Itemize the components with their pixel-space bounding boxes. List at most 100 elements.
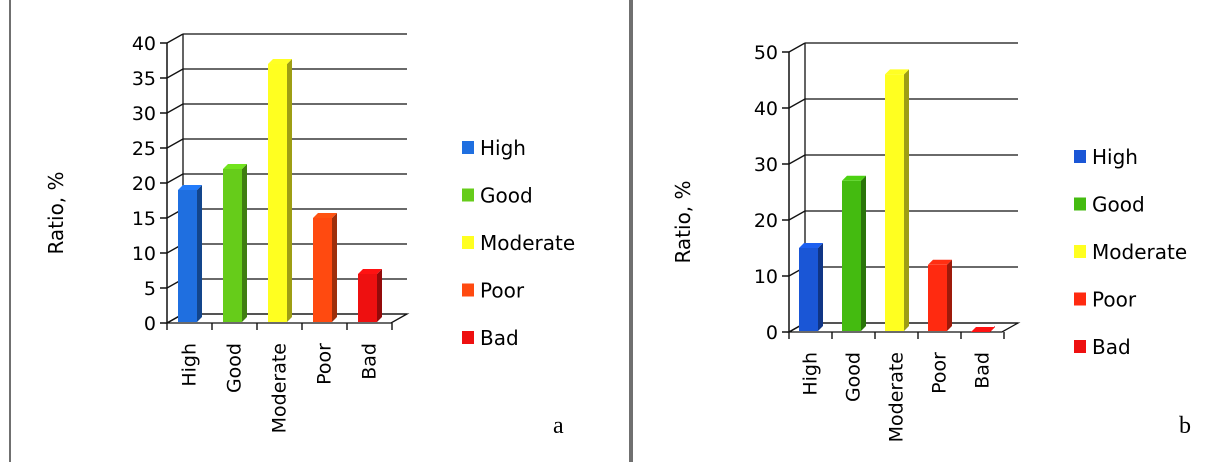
bar-top-face — [842, 175, 866, 181]
x-tick-label: High — [800, 352, 822, 396]
bar-front-face — [842, 180, 861, 331]
y-axis-label: Ratio, % — [671, 180, 695, 263]
grid-connector — [166, 33, 184, 44]
grid-connector — [788, 98, 806, 109]
panel-label-b: b — [1179, 413, 1191, 439]
legend-swatch — [462, 141, 474, 154]
legend-swatch — [1074, 197, 1086, 211]
bar-good — [223, 164, 247, 322]
panel-label-a: a — [553, 413, 564, 439]
legend-label: Poor — [1092, 288, 1137, 312]
bar-good — [842, 175, 866, 331]
legend-label: High — [1092, 145, 1138, 169]
bar-side-face — [947, 259, 952, 331]
legend-swatch — [462, 188, 474, 202]
legend-label: Poor — [480, 279, 525, 303]
grid-connector — [788, 42, 806, 53]
legend-label: Bad — [480, 326, 519, 350]
y-tick-label: 0 — [766, 322, 778, 344]
legend-label: Bad — [1092, 335, 1131, 359]
x-tick-label: High — [179, 343, 201, 387]
bar-high — [178, 185, 202, 322]
bar-moderate — [885, 69, 909, 332]
legend-swatch — [1074, 292, 1086, 306]
legend-swatch — [1074, 150, 1086, 163]
legend-swatch — [1074, 340, 1086, 353]
x-tick-label: Poor — [314, 343, 336, 385]
bar-side-face — [904, 69, 909, 332]
legend-swatch — [462, 331, 474, 344]
y-tick-label: 40 — [754, 98, 778, 120]
legend-label: Moderate — [480, 231, 575, 255]
x-tick-label: Moderate — [886, 352, 908, 442]
legend-swatch — [462, 283, 474, 297]
bar-side-face — [332, 213, 337, 322]
bar-side-face — [242, 164, 247, 322]
y-tick-label: 40 — [132, 33, 156, 55]
bar-top-face — [268, 59, 292, 64]
bar-front-face — [799, 248, 818, 331]
bar-front-face — [268, 64, 287, 322]
legend-label: Good — [1092, 193, 1145, 217]
bar-top-face — [358, 269, 382, 274]
grid-connector — [166, 173, 184, 184]
y-tick-label: 20 — [754, 210, 778, 232]
bar-high — [799, 243, 823, 331]
bar-bad — [971, 326, 995, 332]
x-tick-label: Good — [843, 352, 865, 402]
legend-label: Good — [480, 184, 533, 208]
bar-front-face — [928, 264, 947, 331]
grid-connector — [788, 154, 806, 165]
legend-label: High — [480, 136, 526, 160]
bar-front-face — [358, 274, 377, 322]
y-tick-label: 0 — [144, 313, 156, 335]
bar-top-face — [223, 164, 247, 169]
bar-front-face — [223, 169, 242, 322]
legend-label: Moderate — [1092, 240, 1187, 264]
left-divider-line — [9, 0, 11, 462]
x-tick-label: Bad — [972, 352, 994, 389]
bar-bad — [358, 269, 382, 322]
bar-side-face — [197, 185, 202, 322]
bar-top-face — [885, 69, 909, 75]
x-tick-label: Bad — [359, 343, 381, 380]
bar-side-face — [818, 243, 823, 331]
bar-side-face — [287, 59, 292, 322]
legend-swatch — [1074, 245, 1086, 258]
y-tick-label: 25 — [132, 138, 156, 160]
bar-side-face — [377, 269, 382, 322]
y-tick-label: 30 — [754, 154, 778, 176]
grid-connector — [166, 138, 184, 149]
y-tick-label: 30 — [132, 103, 156, 125]
bar-poor — [928, 259, 952, 331]
bar-front-face — [178, 190, 197, 322]
y-tick-label: 10 — [132, 243, 156, 265]
y-tick-label: 50 — [754, 42, 778, 64]
grid-connector — [166, 103, 184, 114]
bar-side-face — [861, 175, 866, 331]
y-tick-label: 35 — [132, 68, 156, 90]
legend-swatch — [462, 236, 474, 249]
y-tick-label: 15 — [132, 208, 156, 230]
bar-top-face — [971, 327, 995, 332]
middle-divider-line — [629, 0, 633, 462]
bar-top-face — [313, 213, 337, 218]
y-tick-label: 5 — [144, 278, 156, 300]
y-tick-label: 20 — [132, 173, 156, 195]
bar-front-face — [885, 74, 904, 332]
grid-connector — [788, 210, 806, 221]
grid-connector — [166, 68, 184, 79]
bar-front-face — [313, 218, 332, 322]
y-tick-label: 10 — [754, 266, 778, 288]
bar-top-face — [928, 259, 952, 265]
y-axis-label: Ratio, % — [44, 171, 68, 254]
bar-moderate — [268, 59, 292, 322]
bar-poor — [313, 213, 337, 322]
x-tick-label: Moderate — [269, 343, 291, 433]
bar-top-face — [799, 243, 823, 248]
x-tick-label: Poor — [929, 352, 951, 394]
x-tick-label: Good — [224, 343, 246, 393]
bar-top-face — [178, 185, 202, 190]
